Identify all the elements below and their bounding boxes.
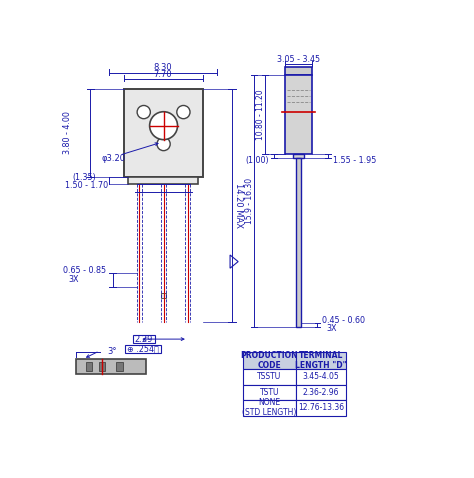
- Bar: [243, 385, 296, 400]
- Circle shape: [137, 106, 150, 119]
- Text: 1.55 - 1.95: 1.55 - 1.95: [333, 156, 376, 165]
- Bar: [76, 359, 146, 374]
- Circle shape: [177, 106, 190, 119]
- Text: TSSTU: TSSTU: [257, 372, 282, 381]
- Text: 2.29: 2.29: [135, 335, 153, 344]
- Bar: [285, 75, 311, 154]
- Bar: [161, 293, 166, 298]
- Bar: [243, 352, 296, 369]
- Bar: [116, 361, 123, 371]
- Bar: [128, 177, 198, 185]
- Text: NONE
(STD LENGTH): NONE (STD LENGTH): [242, 399, 297, 417]
- Bar: [296, 400, 346, 415]
- Text: 12.76-13.36: 12.76-13.36: [298, 403, 344, 413]
- Text: 10.80 - 11.20: 10.80 - 11.20: [256, 89, 265, 140]
- Text: ⊕ .254Ⓜ: ⊕ .254Ⓜ: [127, 345, 159, 354]
- Text: PRODUCTION
CODE: PRODUCTION CODE: [241, 351, 298, 370]
- Bar: [285, 67, 311, 75]
- Bar: [296, 158, 301, 327]
- Text: 3.05 - 3.45: 3.05 - 3.45: [277, 55, 320, 65]
- Text: TERMINAL
LENGTH "D": TERMINAL LENGTH "D": [295, 351, 347, 370]
- Text: 1.50 - 1.70: 1.50 - 1.70: [65, 181, 108, 190]
- Bar: [243, 400, 296, 415]
- Polygon shape: [230, 255, 238, 268]
- Text: 8.30: 8.30: [154, 63, 173, 72]
- Text: 3X: 3X: [327, 324, 337, 333]
- Text: 3X: 3X: [68, 275, 79, 284]
- Text: 0.65 - 0.85: 0.65 - 0.85: [63, 266, 106, 275]
- Bar: [99, 361, 105, 371]
- Text: 2.36-2.96: 2.36-2.96: [303, 388, 339, 397]
- Circle shape: [150, 112, 178, 140]
- Text: 0.45 - 0.60: 0.45 - 0.60: [322, 315, 365, 325]
- Circle shape: [157, 138, 170, 151]
- Bar: [293, 154, 304, 158]
- Text: 3°: 3°: [107, 347, 117, 356]
- Text: φ3.20: φ3.20: [101, 154, 126, 163]
- Text: 7.70: 7.70: [154, 70, 173, 79]
- Bar: [296, 385, 346, 400]
- Bar: [296, 369, 346, 385]
- Text: (1.00): (1.00): [245, 156, 269, 165]
- Bar: [243, 369, 296, 385]
- Text: 15.9 - 16.30: 15.9 - 16.30: [245, 178, 254, 224]
- Text: 3.45-4.05: 3.45-4.05: [302, 372, 339, 381]
- Bar: [86, 361, 92, 371]
- Text: 3.80 - 4.00: 3.80 - 4.00: [63, 111, 72, 154]
- Bar: [133, 335, 155, 343]
- Bar: [296, 352, 346, 369]
- Bar: [124, 89, 202, 177]
- Bar: [125, 345, 161, 353]
- Text: (1.35): (1.35): [72, 174, 96, 182]
- Text: 14.20 MAX: 14.20 MAX: [234, 183, 243, 228]
- Text: TSTU: TSTU: [260, 388, 279, 397]
